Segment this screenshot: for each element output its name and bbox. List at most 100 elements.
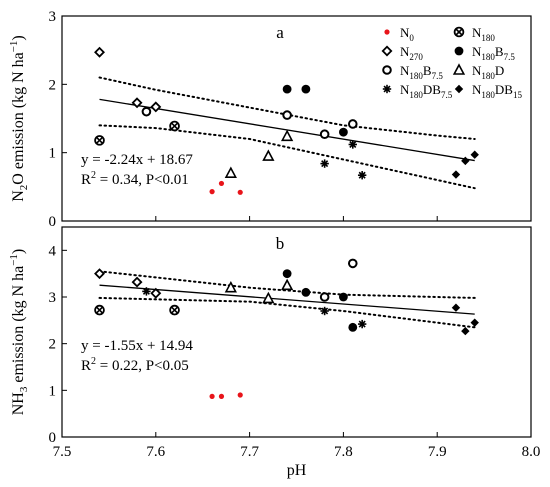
point-circle-x: [169, 304, 180, 316]
panel-a: 0 1 2 3 a y = -2.24x + 18.67 R2 = 0.34, P<0.01…: [8, 9, 532, 230]
confidence-band-lower: [98, 124, 476, 190]
legend-marker-circle-x: [453, 26, 465, 38]
regression-line: [99, 284, 475, 315]
legend-item: N180D: [452, 63, 504, 81]
legend-label: N180D: [472, 63, 504, 81]
point-dot-red: [218, 180, 225, 187]
legend-item: N270: [381, 44, 423, 62]
point-triangle-open: [262, 149, 275, 161]
x-tick-label: 7.6: [146, 444, 165, 460]
point-dot-red: [218, 393, 225, 399]
regression-equation: y = -1.55x + 14.94: [81, 338, 193, 354]
legend-label: N180DB7.5: [400, 82, 453, 100]
plot-frame: [61, 226, 532, 438]
point-diamond-filled: [451, 303, 461, 312]
point-diamond-open: [131, 276, 143, 288]
confidence-band-upper: [98, 270, 476, 299]
point-dot-red: [209, 393, 215, 399]
legend-item: N180: [453, 25, 495, 43]
point-asterisk: [320, 159, 329, 168]
x-tick-label: 7.7: [240, 444, 259, 460]
point-circle-x: [169, 120, 180, 132]
legend-label: N0: [400, 25, 414, 43]
panel-label: b: [276, 234, 285, 253]
point-asterisk: [320, 306, 329, 316]
point-triangle-open: [280, 129, 294, 142]
legend-item: N0: [384, 25, 414, 43]
point-dot-black: [301, 84, 311, 94]
y-tick-label: 1: [49, 383, 57, 399]
point-circle-open: [141, 106, 152, 117]
y-tick-label: 0: [49, 214, 57, 230]
y-tick-label: 3: [49, 9, 57, 25]
x-tick-label: 7.5: [53, 444, 72, 460]
y-tick-label: 3: [49, 290, 57, 306]
legend-marker-dot-red: [384, 29, 390, 35]
point-diamond-filled: [470, 318, 479, 327]
plot-frame: [61, 15, 532, 222]
point-diamond-open: [94, 46, 105, 58]
y-tick-label: 1: [49, 146, 57, 162]
legend-label: N180B7.5: [472, 44, 515, 62]
point-dot-black: [339, 127, 348, 137]
x-tick-label: 8.0: [522, 444, 541, 460]
x-axis-label: pH: [287, 462, 307, 479]
legend-label: N180DB15: [472, 82, 522, 100]
point-circle-open: [319, 129, 330, 140]
point-triangle-open: [224, 280, 237, 293]
legend-item: N180B7.5: [454, 44, 515, 62]
point-asterisk: [142, 287, 151, 296]
point-dot-black: [282, 84, 292, 94]
point-circle-x: [94, 135, 105, 146]
point-diamond-open: [94, 268, 105, 280]
regression-stats: R2 = 0.22, P<0.05: [81, 356, 189, 374]
point-circle-open: [282, 110, 292, 120]
panel-b: 0 1 2 3 4 7.5 7.6 7.7 7.8 7.9 8.0 b y = -1.55x + 14.…: [8, 226, 541, 479]
confidence-band-lower: [98, 296, 476, 329]
point-dot-red: [209, 189, 215, 195]
legend-marker-triangle-open: [452, 63, 466, 75]
point-diamond-open: [150, 287, 162, 299]
point-diamond-filled: [451, 170, 461, 179]
point-asterisk: [348, 140, 357, 149]
legend-label: N180B7.5: [400, 63, 443, 81]
legend-marker-diamond-open: [381, 45, 393, 57]
point-circle-open: [347, 119, 358, 129]
y-axis-label: NH3 emission (kg N ha−1): [8, 249, 30, 416]
panel-label: a: [276, 23, 284, 42]
point-diamond-filled: [461, 326, 470, 336]
confidence-band-upper: [98, 76, 476, 140]
point-dot-black: [301, 287, 311, 297]
point-circle-open: [319, 292, 330, 302]
y-tick-label: 0: [49, 430, 57, 446]
point-triangle-open: [280, 278, 294, 291]
point-diamond-filled: [470, 150, 479, 159]
y-tick-label: 2: [49, 337, 57, 353]
point-triangle-open: [224, 166, 237, 178]
legend-item: N180B7.5: [382, 63, 443, 81]
legend-marker-diamond-filled: [454, 84, 464, 94]
y-axis-label: N2O emission (kg N ha−1): [8, 35, 30, 202]
point-diamond-open: [131, 97, 143, 109]
point-dot-black: [282, 269, 292, 279]
point-circle-x: [94, 304, 105, 316]
point-dot-red: [237, 392, 243, 398]
point-dot-black: [339, 292, 348, 302]
legend-item: N180DB7.5: [382, 82, 453, 100]
point-diamond-open: [150, 101, 162, 113]
legend-label: N270: [400, 44, 423, 62]
legend-item: N180DB15: [454, 82, 522, 100]
x-tick-label: 7.8: [334, 444, 353, 460]
legend-marker-asterisk: [382, 84, 392, 94]
legend-marker-dot-black: [454, 46, 464, 56]
x-tick-label: 7.9: [428, 444, 447, 460]
y-tick-label: 4: [49, 243, 57, 259]
legend-marker-circle-open: [382, 65, 392, 75]
point-circle-open: [347, 258, 358, 269]
legend-label: N180: [472, 25, 495, 43]
point-dot-red: [237, 189, 243, 195]
point-asterisk: [357, 319, 367, 329]
regression-stats: R2 = 0.34, P<0.01: [81, 170, 189, 188]
regression-equation: y = -2.24x + 18.67: [81, 152, 193, 168]
